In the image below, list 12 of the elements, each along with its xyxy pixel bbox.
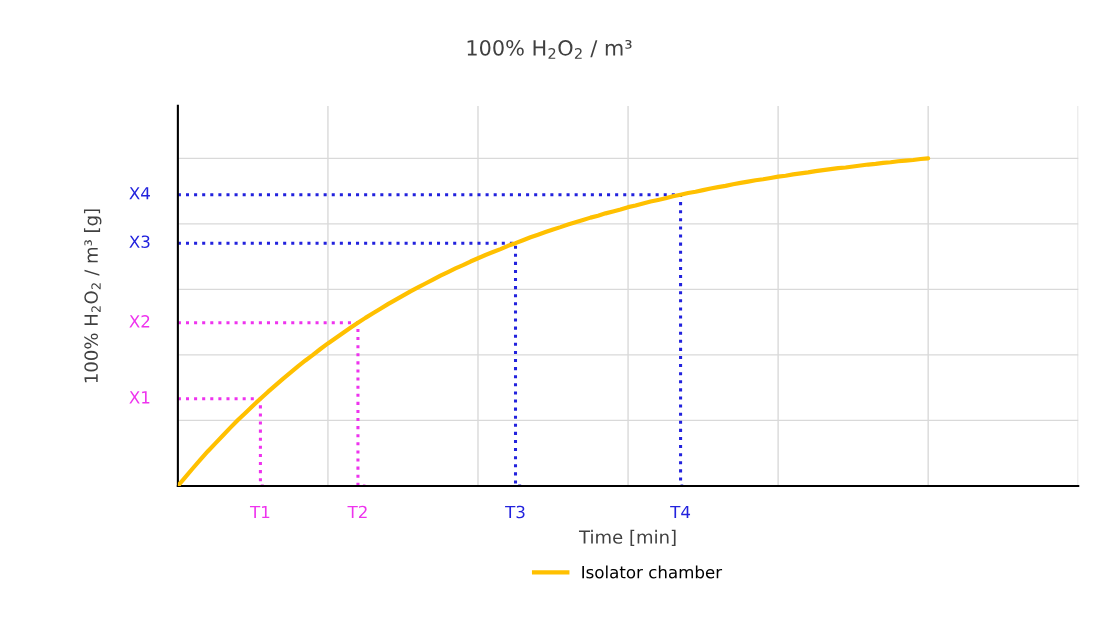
y-axis-title: 100% H$_{2}$O$_{2}$ / m³ [g] [83,209,102,383]
legend-label: Isolator chamber [582,565,723,579]
x-tick-label: T3 [505,505,525,519]
series-label: X4 [129,187,150,200]
series-label: X3 [129,235,150,249]
series-label: X1 [129,391,150,404]
series-label: X2 [129,315,150,328]
x-axis-title: Time [min] [578,529,676,546]
x-tick-label: T4 [670,505,691,519]
x-tick-label: T2 [347,505,367,519]
chart-title: 100% H$_{2}$O$_{2}$ / m³ [467,39,632,59]
x-tick-label: T1 [249,505,270,519]
